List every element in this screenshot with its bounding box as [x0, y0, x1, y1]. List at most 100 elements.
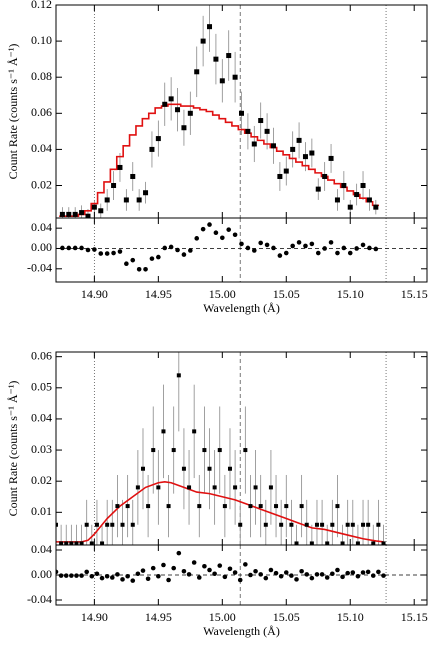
data-point — [187, 485, 192, 490]
data-point — [168, 96, 174, 102]
x-axis-title: Wavelength (Å) — [203, 301, 280, 315]
data-point — [105, 522, 110, 527]
data-point — [130, 173, 136, 179]
data-point — [248, 504, 253, 509]
x-tick-label: 15.15 — [401, 287, 428, 301]
y-tick-label: 0.02 — [31, 177, 52, 191]
residual-point — [243, 562, 248, 567]
data-point — [264, 128, 270, 134]
residual-point — [309, 241, 315, 247]
residual-point — [111, 250, 116, 256]
data-point — [98, 208, 104, 214]
residual-point — [213, 230, 219, 236]
data-point — [263, 522, 268, 527]
x-axis-title: Wavelength (Å) — [203, 624, 280, 638]
residual-point — [232, 232, 238, 238]
data-point — [117, 164, 123, 170]
residual-point — [162, 245, 168, 251]
residual-point — [92, 247, 97, 252]
residual-point — [56, 569, 59, 575]
residual-point — [125, 573, 130, 579]
residual-point — [296, 240, 302, 245]
residual-point — [66, 245, 72, 251]
data-point — [74, 541, 79, 545]
data-point — [243, 448, 248, 453]
data-point — [192, 429, 197, 434]
data-point — [355, 541, 360, 545]
data-point — [283, 168, 289, 174]
residual-point — [207, 567, 212, 573]
data-point — [64, 541, 69, 545]
residual-point — [188, 248, 193, 253]
data-point — [197, 504, 202, 509]
data-point — [213, 56, 219, 62]
data-point — [136, 197, 142, 203]
x-tick-label: 15.00 — [209, 610, 236, 624]
residual-point — [258, 572, 263, 577]
data-point — [91, 204, 97, 210]
residual-point — [227, 566, 233, 572]
data-point — [322, 173, 328, 179]
axes-frame — [55, 351, 428, 546]
residual-point — [145, 576, 151, 582]
data-point — [299, 504, 304, 509]
data-point — [130, 522, 135, 527]
data-point — [89, 541, 94, 545]
data-point — [279, 522, 284, 527]
panel — [56, 352, 387, 545]
data-point — [371, 541, 376, 545]
x-tick-label: 15.05 — [273, 287, 300, 301]
panel — [56, 218, 427, 282]
data-point — [340, 541, 345, 545]
residual-point — [181, 568, 187, 574]
y-tick-label: -0.04 — [27, 261, 52, 275]
data-point — [284, 504, 289, 509]
residual-point — [220, 235, 225, 241]
residual-point — [314, 572, 320, 577]
y-tick-label: 0.02 — [31, 473, 52, 487]
data-point — [202, 448, 207, 453]
residual-point — [277, 253, 283, 258]
residual-point — [268, 567, 274, 573]
y-axis-title: Count Rate (counts s⁻¹ Å⁻¹) — [6, 381, 20, 517]
model-curve — [56, 480, 384, 543]
data-point — [251, 141, 257, 147]
data-point — [270, 143, 276, 149]
residual-point — [283, 570, 289, 575]
residual-point — [381, 573, 386, 578]
data-point — [66, 211, 72, 217]
data-point — [222, 504, 227, 509]
residual-point — [207, 222, 212, 227]
residual-point — [196, 575, 202, 580]
data-point — [156, 485, 161, 490]
data-point — [194, 69, 200, 75]
data-point — [268, 485, 273, 490]
data-point — [155, 136, 161, 142]
residual-point — [84, 569, 90, 575]
residual-point — [186, 572, 192, 577]
residual-point — [58, 573, 64, 578]
y-tick-label: 0.05 — [31, 380, 52, 394]
y-tick-label: 0.00 — [31, 567, 52, 581]
data-point — [171, 448, 176, 453]
data-point — [366, 522, 371, 527]
residual-point — [271, 245, 276, 251]
residual-point — [347, 250, 353, 256]
residual-point — [350, 570, 356, 575]
data-point — [309, 150, 315, 156]
data-point — [309, 541, 314, 545]
data-point — [238, 522, 243, 527]
residual-point — [360, 242, 366, 248]
axes-frame — [55, 544, 428, 606]
data-point — [328, 155, 334, 161]
y-tick-label: 0.04 — [31, 141, 52, 155]
residual-point — [191, 560, 197, 565]
residual-point — [194, 236, 200, 241]
residual-point — [330, 571, 335, 577]
residual-point — [335, 567, 340, 573]
residual-point — [85, 247, 91, 253]
residual-point — [273, 570, 279, 576]
data-point — [258, 118, 264, 124]
data-point — [79, 541, 84, 545]
